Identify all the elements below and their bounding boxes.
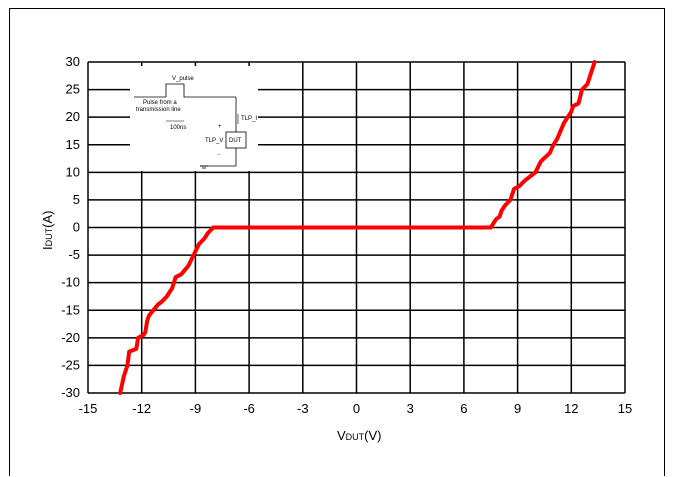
y-tick-labels: 30 25 20 15 10 5 0 -5 -10 -15 -20 -25 -30 [61, 54, 80, 400]
x-tick-label: -15 [79, 401, 98, 416]
y-tick-label: -25 [61, 357, 80, 372]
x-tick-label: 15 [618, 401, 632, 416]
y-tick-label: 30 [66, 54, 80, 69]
x-tick-label: 12 [564, 401, 578, 416]
x-axis-label: VDUT(V) [337, 428, 382, 443]
y-tick-label: 5 [73, 192, 80, 207]
duration-label: 100ns [170, 125, 186, 131]
y-tick-label: -20 [61, 330, 80, 345]
x-tick-label: -6 [243, 401, 255, 416]
y-tick-label: 25 [66, 82, 80, 97]
x-tick-label: 0 [353, 401, 360, 416]
y-tick-label: -5 [68, 247, 80, 262]
inset-background [130, 66, 258, 171]
y-tick-label: -10 [61, 275, 80, 290]
x-tick-label: 9 [514, 401, 521, 416]
minus-label: - [218, 152, 220, 158]
v-pulse-label: V_pulse [172, 76, 194, 82]
series-layer [118, 60, 597, 395]
y-tick-label: 20 [66, 109, 80, 124]
y-tick-label: 15 [66, 137, 80, 152]
figure-frame [9, 8, 665, 476]
y-tick-label: 0 [73, 220, 80, 235]
tlp-v-label: TLP_V [205, 138, 223, 144]
y-tick-label: -15 [61, 302, 80, 317]
y-axis-label: IDUT(A) [40, 211, 55, 250]
y-tick-label: 10 [66, 164, 80, 179]
grid [87, 61, 626, 394]
pulse-line1-label: Pulse from a [143, 100, 177, 106]
pulse-line2-label: transmission line [136, 107, 181, 113]
x-tick-label: 6 [460, 401, 467, 416]
x-tick-label: -12 [132, 401, 151, 416]
dut-label: DUT [229, 138, 242, 144]
pulse-shape [165, 83, 198, 98]
plus-label: + [218, 124, 222, 130]
tlp-i-label: TLP_I [241, 116, 257, 122]
y-tick-label: -30 [61, 385, 80, 400]
series-line [118, 60, 597, 395]
x-tick-label: 3 [407, 401, 414, 416]
x-tick-label: -3 [297, 401, 309, 416]
x-tick-label: -9 [190, 401, 202, 416]
tlp-inset-diagram: V_pulse Pulse from a transmission line 1… [130, 66, 258, 171]
x-tick-labels: -15 -12 -9 -6 -3 0 3 6 9 12 15 [79, 401, 633, 416]
